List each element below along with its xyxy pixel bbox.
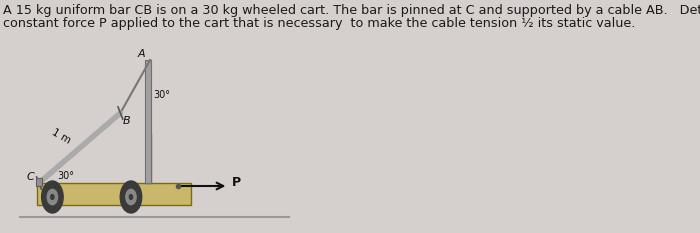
Circle shape (120, 181, 141, 213)
Bar (36, 178, 42, 186)
Text: A 15 kg uniform bar CB is on a 30 kg wheeled cart. The bar is pinned at C and su: A 15 kg uniform bar CB is on a 30 kg whe… (3, 4, 700, 17)
Text: constant force P applied to the cart that is necessary  to make the cable tensio: constant force P applied to the cart tha… (3, 17, 635, 30)
Polygon shape (145, 133, 150, 183)
Text: 30°: 30° (58, 171, 75, 181)
Text: A: A (137, 49, 145, 59)
Text: B: B (123, 116, 131, 126)
Bar (37, 183, 191, 205)
Text: C: C (27, 172, 34, 182)
Circle shape (47, 189, 57, 205)
Circle shape (126, 189, 136, 205)
Circle shape (41, 181, 63, 213)
Circle shape (130, 195, 132, 199)
Text: 1 m: 1 m (50, 127, 72, 145)
Circle shape (51, 195, 54, 199)
Text: P: P (232, 177, 241, 189)
Text: 30°: 30° (153, 90, 171, 100)
Bar (145, 60, 150, 183)
